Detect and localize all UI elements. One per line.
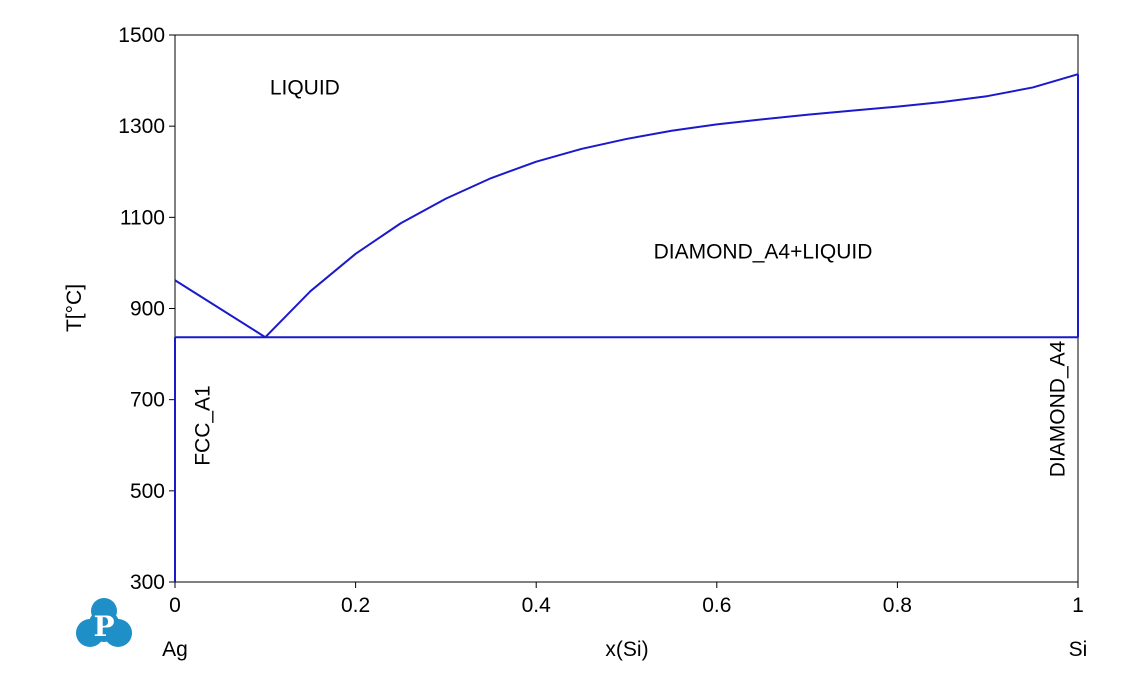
thermo-calc-logo: P: [76, 598, 132, 647]
y-axis-title: T[°C]: [63, 284, 86, 332]
logo-center: [88, 610, 120, 642]
y-tick-label: 500: [130, 480, 165, 503]
liquidus-ag-side: [174, 279, 266, 339]
region-label-diamond-liquid: DIAMOND_A4+LIQUID: [654, 240, 873, 263]
y-tick-label: 1500: [118, 24, 165, 47]
y-tick-label: 700: [130, 389, 165, 412]
liquidus-si-side: [264, 73, 1079, 338]
y-tick-label: 1100: [120, 206, 165, 229]
y-tick-label: 900: [130, 298, 165, 321]
x-tick-label: 0.6: [702, 594, 731, 617]
region-label-liquid: LIQUID: [270, 76, 340, 99]
x-tick-label: 0.2: [341, 594, 370, 617]
region-label-fcc: FCC_A1: [191, 385, 214, 466]
x-axis-title: x(Si): [605, 638, 648, 661]
logo-letter: P: [93, 610, 114, 643]
region-label-diamond: DIAMOND_A4: [1047, 340, 1070, 477]
x-tick-label: 1: [1072, 594, 1084, 617]
plot-area: 0 0.2 0.4 0.6 0.8 1300500700900110013001500LI…: [118, 24, 1084, 617]
y-tick-label: 300: [130, 571, 165, 594]
y-tick-label: 1300: [118, 115, 165, 138]
x-tick-label: 0.4: [522, 594, 552, 617]
plot-frame: [174, 34, 1079, 583]
left-element-label: Ag: [162, 638, 188, 661]
x-tick-label: 0: [169, 594, 181, 617]
right-element-label: Si: [1069, 638, 1088, 661]
x-tick-label: 0.8: [883, 594, 912, 617]
